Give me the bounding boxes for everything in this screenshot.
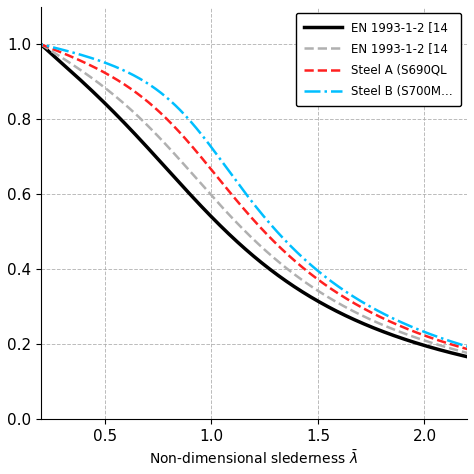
X-axis label: Non-dimensional slederness $\bar{\lambda}$: Non-dimensional slederness $\bar{\lambda… bbox=[149, 449, 359, 467]
Legend: EN 1993-1-2 [14, EN 1993-1-2 [14, Steel A (S690QL, Steel B (S700M…: EN 1993-1-2 [14, EN 1993-1-2 [14, Steel … bbox=[296, 13, 461, 106]
